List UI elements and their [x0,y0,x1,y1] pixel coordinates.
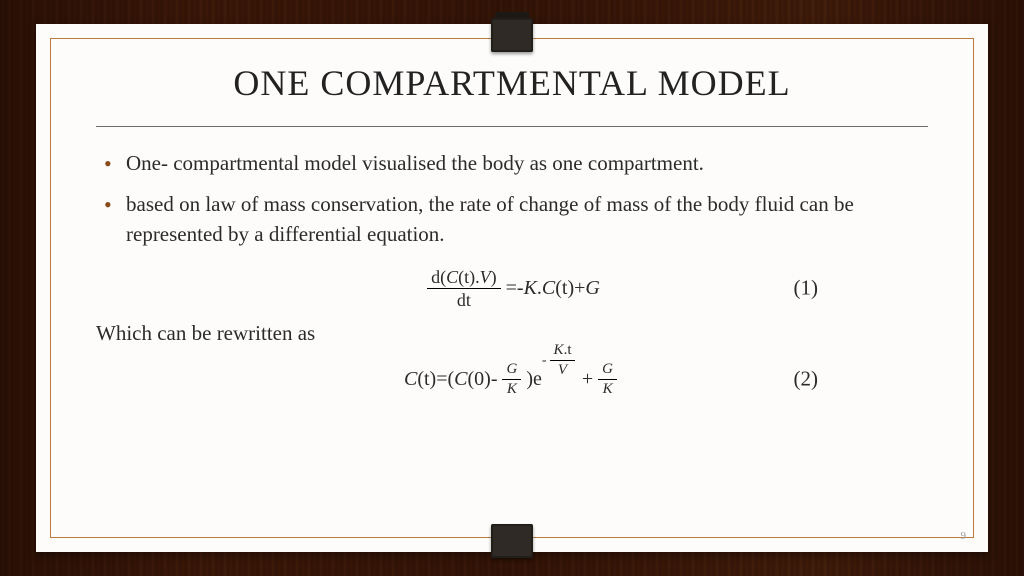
eq2-exponent: - K.t V [542,343,579,378]
page-number: 9 [961,530,967,542]
slide-card: ONE COMPARTMENTAL MODEL One- compartment… [36,24,988,552]
binder-clip-top [491,18,533,52]
eq2-exp-den: V [554,361,571,378]
equation-2: C(t)=(C(0)- G K )e - K.t V + [404,362,620,397]
eq2-frac1-num: G [502,362,521,380]
equation-1-row: d(C(t).V) dt =-K.C(t)+G (1) [96,261,928,315]
bullet-item: based on law of mass conservation, the r… [98,190,928,249]
equation-2-row: C(t)=(C(0)- G K )e - K.t V + [96,352,928,406]
bullet-item: One- compartmental model visualised the … [98,149,928,178]
binder-clip-bottom [491,524,533,558]
eq1-numer: d(C(t).V) [427,268,501,289]
eq2-frac1-den: K [503,380,521,397]
bullet-list: One- compartmental model visualised the … [98,149,928,249]
eq2-frac2-num: G [598,362,617,380]
eq2-plus: + [582,368,593,391]
eq2-frac2-den: K [599,380,617,397]
connector-text: Which can be rewritten as [96,321,928,346]
eq1-rhs: =-K.C(t)+G [506,277,600,300]
content-area: ONE COMPARTMENTAL MODEL One- compartment… [96,62,928,522]
eq2-prefix: C(t)=(C(0)- [404,368,498,391]
equation-1-number: (1) [794,276,819,301]
equation-1: d(C(t).V) dt =-K.C(t)+G [424,268,600,309]
equation-2-number: (2) [794,367,819,392]
eq2-mid: )e - K.t V [526,368,542,391]
eq2-exp-num: K.t [550,343,576,361]
title-underline [96,126,928,127]
slide-title: ONE COMPARTMENTAL MODEL [96,62,928,104]
eq1-denom: dt [453,289,475,309]
